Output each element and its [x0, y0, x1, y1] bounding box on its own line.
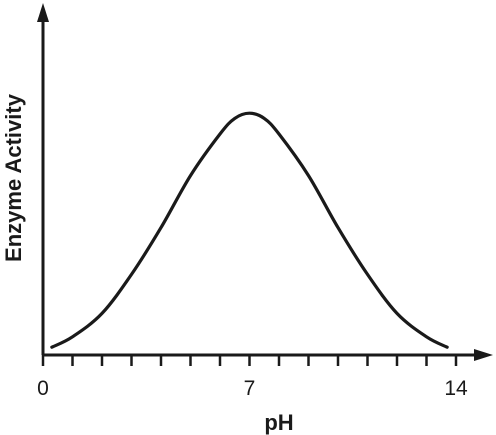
- axes: [37, 3, 493, 361]
- x-axis-ticks: [41, 355, 458, 366]
- enzyme-activity-curve: [50, 111, 449, 349]
- x-axis-title: pH: [264, 410, 293, 435]
- x-tick-label: 0: [37, 377, 49, 400]
- x-tick-label: 7: [244, 377, 256, 400]
- x-tick-label: 14: [444, 377, 468, 400]
- y-axis-arrow-icon: [37, 3, 49, 22]
- x-axis-arrow-icon: [474, 349, 493, 361]
- y-axis-title: Enzyme Activity: [1, 93, 26, 262]
- x-axis-tick-labels: 0 7 14: [37, 377, 468, 400]
